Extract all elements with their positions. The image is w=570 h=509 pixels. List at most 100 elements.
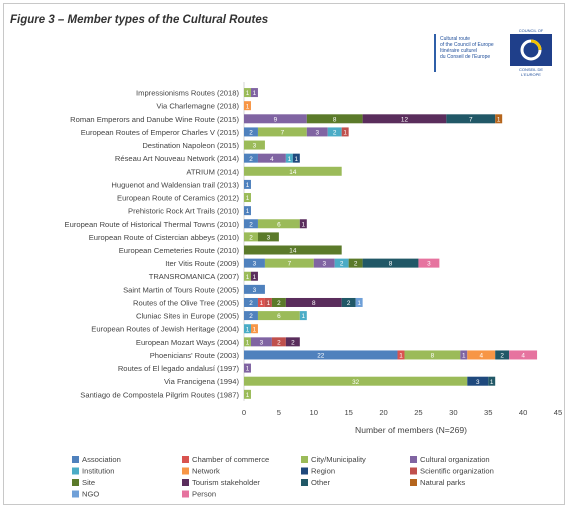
bar-segment	[244, 166, 342, 176]
data-label: 1	[246, 339, 250, 346]
data-label: 1	[246, 195, 250, 202]
x-tick-label: 10	[310, 408, 318, 417]
data-label: 1	[253, 90, 257, 97]
bar-segment	[244, 324, 251, 334]
category-label: Routes of the Olive Tree (2005)	[133, 298, 239, 307]
bar-segment	[244, 389, 251, 399]
data-label: 2	[249, 300, 253, 307]
bar-segment	[334, 258, 349, 268]
data-label: 1	[399, 353, 403, 360]
bar-segment	[244, 179, 251, 189]
data-label: 3	[260, 339, 264, 346]
bar-segment	[244, 245, 342, 255]
data-label: 14	[289, 169, 297, 176]
legend-label: Region	[311, 467, 335, 476]
figure-title: Figure 3 – Member types of the Cultural …	[10, 14, 269, 26]
data-label: 8	[312, 300, 316, 307]
legend-label: Other	[311, 478, 330, 487]
category-label: Routes of El legado andalusí (1997)	[118, 364, 240, 373]
data-label: 1	[357, 300, 361, 307]
data-label: 1	[288, 156, 292, 163]
bar-segment	[341, 127, 349, 137]
data-label: 3	[315, 130, 319, 137]
bar-segment	[244, 258, 265, 268]
bar-segment	[285, 337, 300, 347]
logo-line-1: Cultural route	[440, 36, 471, 42]
bar-segment	[362, 114, 447, 124]
legend-label: NGO	[82, 490, 99, 499]
data-label: 1	[246, 274, 250, 281]
x-tick-label: 0	[242, 408, 246, 417]
data-label: 4	[270, 156, 274, 163]
category-label: European Routes of Jewish Heritage (2004…	[91, 325, 239, 334]
data-label: 2	[291, 339, 295, 346]
bar-segment	[244, 284, 265, 294]
legend-swatch	[182, 490, 189, 498]
category-label: Réseau Art Nouveau Network (2014)	[115, 154, 240, 163]
data-label: 3	[253, 287, 257, 294]
data-label: 8	[389, 261, 393, 268]
category-label: European Route of Cistercian abbeys (201…	[89, 233, 240, 242]
bar-segment	[244, 88, 251, 98]
category-label: Huguenot and Waldensian trail (2013)	[111, 180, 239, 189]
bar-segment	[244, 193, 251, 203]
data-label: 1	[253, 274, 257, 281]
data-label: 8	[333, 116, 337, 123]
data-label: 2	[249, 313, 253, 320]
cultural-route-logo-bar	[434, 34, 436, 72]
coe-bottom-label: CONSEIL DE L'EUROPE	[518, 67, 544, 77]
bar-segment	[250, 88, 258, 98]
data-label: 2	[340, 261, 344, 268]
council-of-europe-logo: COUNCIL OF EUROPE CONSEIL DE L'EUROPE	[510, 28, 552, 77]
data-label: 4	[479, 353, 483, 360]
category-label: European Mozart Ways (2004)	[136, 338, 240, 347]
data-label: 2	[354, 261, 358, 268]
legend-label: Institution	[82, 467, 115, 476]
data-label: 7	[281, 130, 285, 137]
category-label: Iter Vitis Route (2009)	[165, 259, 239, 268]
bar-segment	[264, 258, 314, 268]
category-label: Phoenicians' Route (2003)	[150, 351, 240, 360]
bar-segment	[446, 114, 496, 124]
data-label: 1	[246, 182, 250, 189]
category-label: European Route of Historical Thermal Tow…	[65, 220, 240, 229]
legend-label: Site	[82, 478, 95, 487]
data-label: 2	[249, 221, 253, 228]
bar-segment	[244, 350, 398, 360]
data-label: 6	[277, 313, 281, 320]
bar-segment	[397, 350, 405, 360]
bar-segment	[244, 337, 251, 347]
category-label: European Route of Ceramics (2012)	[117, 194, 239, 203]
data-label: 3	[322, 261, 326, 268]
bar-segment	[257, 219, 300, 229]
data-label: 9	[274, 116, 278, 123]
bar-segment	[313, 258, 335, 268]
bar-segment	[244, 153, 258, 163]
bar-segment	[244, 232, 258, 242]
bar-segment	[299, 219, 307, 229]
category-label: Cluniac Sites in Europe (2005)	[136, 312, 239, 321]
legend-swatch	[301, 467, 308, 475]
data-label: 8	[431, 353, 435, 360]
category-label: European Routes of Emperor Charles V (20…	[81, 128, 240, 137]
data-label: 1	[302, 221, 306, 228]
bar-segment	[271, 297, 286, 307]
bar-segment	[244, 140, 265, 150]
data-label: 6	[277, 221, 281, 228]
data-label: 12	[401, 116, 409, 123]
bar-segment	[285, 153, 293, 163]
bar-segment	[244, 101, 251, 111]
category-label: Saint Martin of Tours Route (2005)	[123, 285, 239, 294]
legend-label: Association	[82, 455, 121, 464]
legend-swatch	[182, 467, 189, 475]
bar-segment	[467, 376, 489, 386]
bar-segment	[348, 258, 363, 268]
bar-segment	[244, 363, 251, 373]
bar-segment	[404, 350, 461, 360]
data-label: 1	[246, 90, 250, 97]
logo-line-4: du Conseil de l'Europe	[440, 54, 491, 60]
bar-segment	[257, 232, 279, 242]
legend-label: Person	[192, 490, 216, 499]
data-label: 1	[246, 326, 250, 333]
bar-segment	[257, 311, 300, 321]
